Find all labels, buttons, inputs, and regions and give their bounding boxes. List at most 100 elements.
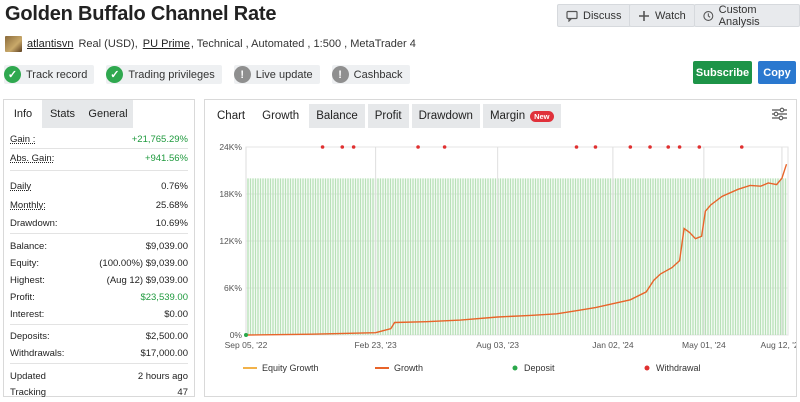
- withdrawal-marker: [628, 145, 633, 149]
- tab-drawdown[interactable]: Drawdown: [411, 104, 480, 128]
- tab-profit[interactable]: Profit: [367, 104, 409, 128]
- legend-withdrawal[interactable]: Withdrawal: [643, 363, 701, 373]
- stat-label: Gain :: [10, 134, 36, 145]
- stat-monthly: Monthly: 25.68%: [10, 200, 188, 211]
- custom-analysis-button[interactable]: Custom Analysis: [694, 4, 800, 28]
- withdrawal-marker: [442, 145, 447, 149]
- username-link[interactable]: atlantisvn: [27, 38, 74, 50]
- stat-abs-gain: Abs. Gain: +941.56%: [10, 153, 188, 164]
- stat-deposits: Deposits: $2,500.00: [10, 331, 188, 342]
- stat-value: $17,000.00: [140, 348, 188, 359]
- badge-trading-privileges[interactable]: ✓ Trading privileges: [106, 65, 222, 84]
- legend-label: Equity Growth: [262, 363, 319, 373]
- tab-balance[interactable]: Balance: [309, 104, 365, 128]
- tab-margin-label: Margin: [489, 110, 526, 122]
- legend-growth[interactable]: Growth: [375, 363, 423, 373]
- account-info: atlantisvn Real (USD), PU Prime , Techni…: [5, 36, 416, 52]
- stat-withdrawals: Withdrawals: $17,000.00: [10, 348, 188, 359]
- stat-value: +21,765.29%: [131, 134, 188, 145]
- subscribe-button[interactable]: Subscribe: [693, 61, 752, 84]
- legend-equity-growth[interactable]: Equity Growth: [243, 363, 319, 373]
- badge-label: Track record: [26, 68, 88, 81]
- stat-value: $23,539.00: [140, 292, 188, 303]
- settings-sliders-icon[interactable]: [771, 107, 788, 121]
- stat-label: Interest:: [10, 309, 45, 320]
- stat-tracking: Tracking 47: [10, 387, 188, 398]
- withdrawal-marker: [648, 145, 652, 149]
- legend-deposit[interactable]: Deposit: [511, 363, 555, 373]
- withdrawal-marker: [593, 145, 598, 149]
- x-tick-label: Sep 05, '22: [225, 340, 268, 350]
- stat-value: 10.69%: [155, 218, 188, 229]
- growth-line: [245, 163, 788, 336]
- tab-chart[interactable]: Chart: [217, 110, 246, 122]
- badge-label: Cashback: [353, 68, 403, 81]
- withdrawal-marker: [340, 145, 345, 149]
- stat-value: (100.00%) $9,039.00: [99, 258, 188, 269]
- stat-gain: Gain : +21,765.29%: [10, 134, 188, 145]
- legend-line-icon: [375, 367, 389, 369]
- stat-daily: Daily 0.76%: [10, 181, 188, 192]
- stat-label: Daily: [10, 181, 32, 192]
- verification-badges: ✓ Track record ✓ Trading privileges ! Li…: [4, 65, 410, 84]
- badge-live-update[interactable]: ! Live update: [233, 65, 320, 84]
- watch-button[interactable]: Watch: [629, 4, 695, 27]
- new-badge: New: [530, 110, 554, 122]
- stat-label: Equity:: [10, 258, 40, 269]
- copy-button[interactable]: Copy: [758, 61, 796, 84]
- stat-drawdown: Drawdown: 10.69%: [10, 218, 188, 229]
- stat-label: Tracking: [10, 387, 47, 398]
- legend-label: Deposit: [524, 363, 555, 373]
- y-tick-label: 6K%: [224, 283, 242, 293]
- stat-interest: Interest: $0.00: [10, 309, 188, 320]
- discuss-button[interactable]: Discuss: [557, 4, 631, 27]
- legend-dot-icon: [512, 365, 518, 371]
- badge-label: Trading privileges: [128, 68, 215, 81]
- y-tick-label: 24K%: [219, 142, 242, 152]
- tab-growth[interactable]: Growth: [255, 104, 307, 128]
- watch-label: Watch: [655, 9, 686, 22]
- x-tick-label: Aug 12, '24: [761, 340, 796, 350]
- stat-highest: Highest: (Aug 12) $9,039.00: [10, 275, 188, 286]
- stats-panel: Info Stats General Gain : +21,765.29% Abs…: [3, 99, 195, 398]
- x-tick-label: Feb 23, '23: [354, 340, 397, 350]
- broker-link[interactable]: PU Prime: [142, 38, 190, 50]
- stat-value: +941.56%: [144, 153, 188, 164]
- withdrawal-marker: [739, 145, 744, 149]
- tab-info[interactable]: Info: [4, 100, 42, 128]
- legend-line-icon: [243, 367, 257, 369]
- stat-value: (Aug 12) $9,039.00: [106, 275, 188, 286]
- check-icon: ✓: [106, 66, 124, 83]
- stat-label: Profit:: [10, 292, 35, 303]
- withdrawal-marker: [574, 145, 579, 149]
- badge-cashback[interactable]: ! Cashback: [331, 65, 410, 84]
- x-tick-label: Aug 03, '23: [476, 340, 519, 350]
- withdrawal-marker: [677, 145, 682, 149]
- legend-label: Withdrawal: [656, 363, 701, 373]
- growth-chart[interactable]: 0% 6K% 12K% 18K% 24K% Sep 05, '22 Feb 23, '23 A…: [205, 100, 796, 396]
- tab-general[interactable]: General: [83, 100, 133, 128]
- withdrawal-marker: [320, 145, 325, 149]
- stat-value: 47: [177, 387, 188, 398]
- withdrawal-marker: [416, 145, 420, 149]
- currency-text: Real (USD),: [78, 38, 138, 50]
- exclamation-icon: !: [331, 66, 349, 83]
- stat-value: 2 hours ago: [137, 371, 188, 382]
- stat-profit: Profit: $23,539.00: [10, 292, 188, 303]
- stat-label: Highest:: [10, 275, 45, 286]
- stat-value: $0.00: [164, 309, 188, 320]
- stat-label: Withdrawals:: [10, 348, 65, 359]
- stat-value: $9,039.00: [145, 241, 188, 252]
- badge-track-record[interactable]: ✓ Track record: [4, 65, 95, 84]
- y-tick-label: 12K%: [219, 236, 242, 246]
- tab-stats[interactable]: Stats: [42, 100, 83, 128]
- withdrawal-marker: [351, 145, 356, 149]
- clock-icon: [703, 10, 714, 21]
- tab-margin[interactable]: Margin New: [482, 104, 561, 128]
- y-tick-label: 0%: [230, 330, 243, 340]
- stat-label: Drawdown:: [10, 218, 58, 229]
- stat-label: Updated: [10, 371, 46, 382]
- avatar[interactable]: [5, 36, 22, 52]
- stat-balance: Balance: $9,039.00: [10, 241, 188, 252]
- discuss-label: Discuss: [583, 9, 622, 22]
